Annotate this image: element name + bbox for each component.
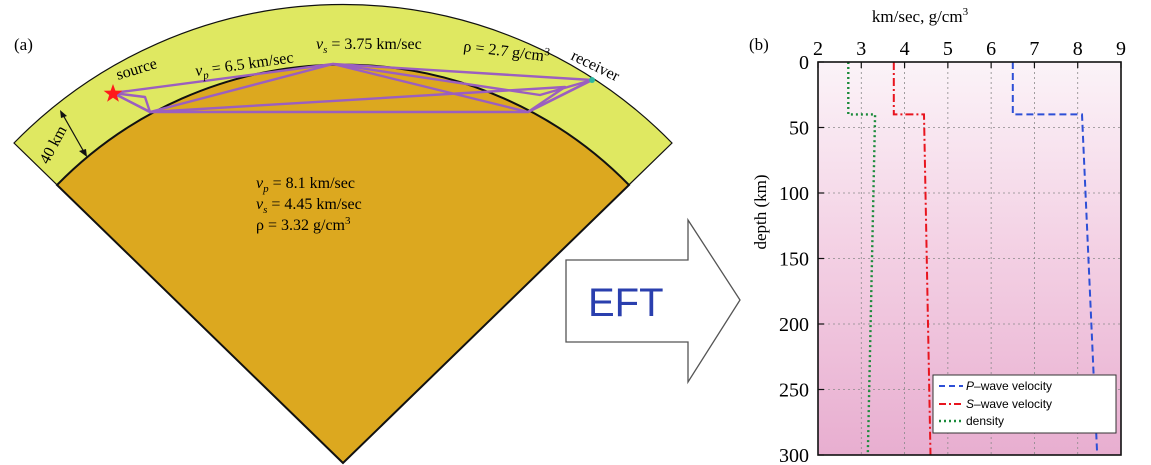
- series-line-2: [847, 62, 877, 456]
- arrow-shape: [565, 217, 741, 385]
- x-tick-label: 3: [856, 38, 866, 60]
- series-line-0: [1011, 62, 1099, 456]
- mantle-layer: [55, 63, 631, 465]
- series-line-1: [892, 62, 932, 456]
- x-tick-label: 7: [1029, 38, 1039, 60]
- panel-a-label: (a): [14, 35, 33, 54]
- mantle-vp-label: vp = 8.1 km/sec: [256, 175, 355, 195]
- legend: P–wave velocity S–wave velocity density: [932, 374, 1117, 434]
- y-tick-label: 200: [779, 314, 809, 336]
- legend-density-label: density: [966, 414, 1004, 428]
- legend-s-label: S–wave velocity: [966, 397, 1052, 411]
- y-tick-label: 300: [779, 445, 809, 465]
- y-axis-title: depth (km): [751, 174, 770, 249]
- mantle-rho-label: ρ = 3.32 g/cm3: [256, 215, 351, 234]
- panel-b-label: (b): [749, 35, 769, 54]
- y-tick-label: 0: [799, 52, 809, 74]
- mantle-vs-label: vs = 4.45 km/sec: [256, 196, 362, 216]
- crust-ray-b: [332, 62, 593, 97]
- x-tick-label: 5: [943, 38, 953, 60]
- y-tick-label: 250: [779, 380, 809, 402]
- series-lines: [847, 62, 1099, 456]
- x-tick-label: 9: [1116, 38, 1126, 60]
- x-tick-label: 8: [1073, 38, 1083, 60]
- mantle-properties: vp = 8.1 km/sec vs = 4.45 km/sec ρ = 3.3…: [256, 175, 362, 234]
- y-tick-label: 100: [779, 183, 809, 205]
- short-ray: [112, 91, 152, 113]
- plot-frame: [817, 61, 1122, 456]
- panel-a: (a) source receiver 40 km vp = 6.: [13, 3, 673, 465]
- x-tick-label: 2: [813, 38, 823, 60]
- legend-box: [932, 374, 1117, 434]
- x-tick-label: 4: [900, 38, 910, 60]
- x-ticks: 2 3 4 5 6 7 8 9: [813, 38, 1126, 68]
- legend-p-label: P–wave velocity: [966, 379, 1052, 393]
- y-tick-label: 150: [779, 249, 809, 271]
- eft-arrow: EFT: [565, 217, 741, 385]
- x-axis-title: km/sec, g/cm3: [872, 6, 969, 26]
- ray-paths: [112, 62, 593, 114]
- arrow-label: EFT: [588, 281, 664, 325]
- y-ticks: 0 50 100 150 200 250 300: [779, 52, 824, 465]
- source-star-icon: [103, 84, 123, 102]
- grid: [818, 62, 1121, 455]
- x-tick-label: 6: [986, 38, 996, 60]
- y-tick-label: 50: [789, 118, 809, 140]
- thickness-marker: [60, 110, 87, 157]
- panel-b: (b) km/sec, g/cm3 depth (km) 2 3 4 5 6 7 8 9 0 5…: [749, 6, 1126, 465]
- receiver-dot-icon: [589, 77, 595, 83]
- crust-vs-label: vs = 3.75 km/sec: [316, 36, 422, 56]
